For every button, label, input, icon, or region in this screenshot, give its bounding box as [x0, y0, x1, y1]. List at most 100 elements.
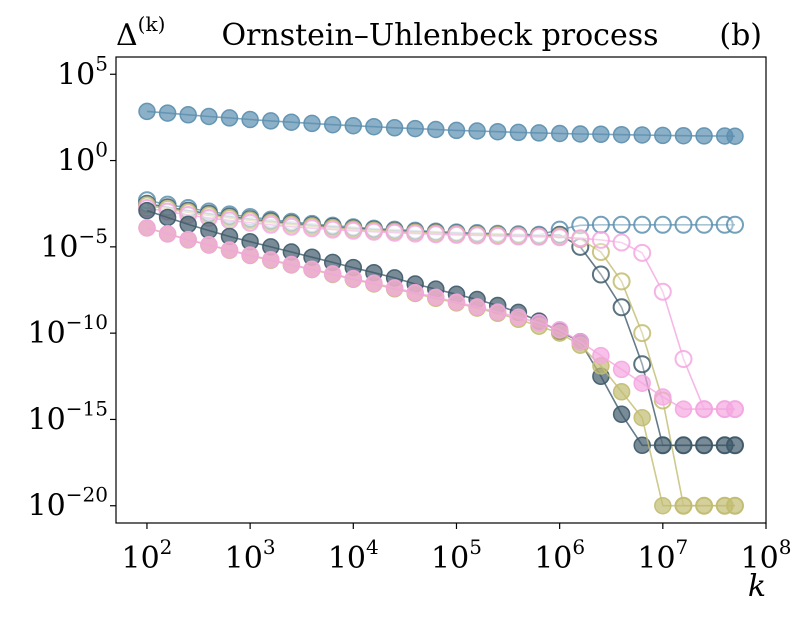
data-point: [468, 122, 486, 140]
data-point: [612, 125, 631, 144]
data-point: [385, 279, 404, 297]
x-tick-base: 10: [225, 541, 263, 576]
data-point: [726, 215, 744, 234]
data-point: [633, 355, 652, 374]
data-point: [654, 388, 672, 406]
data-point: [612, 383, 631, 401]
data-point: [138, 219, 156, 237]
data-point: [674, 496, 693, 515]
y-tick-label: 100: [57, 138, 108, 179]
data-point: [344, 116, 363, 135]
data-point: [612, 272, 631, 291]
data-point: [427, 120, 445, 139]
data-point: [303, 114, 321, 133]
data-point: [550, 320, 569, 339]
data-point: [179, 230, 197, 249]
data-point: [364, 222, 383, 241]
data-point: [653, 215, 672, 234]
data-point: [674, 126, 693, 145]
data-point: [633, 215, 652, 234]
data-point: [323, 115, 342, 134]
data-point: [468, 226, 487, 245]
data-point: [633, 324, 652, 343]
data-point: [530, 124, 548, 142]
series-pink-filled: [138, 219, 744, 418]
data-point: [200, 107, 218, 126]
data-point: [591, 243, 610, 261]
data-point: [633, 126, 651, 144]
data-point: [426, 225, 445, 244]
x-tick-label: 104: [328, 535, 379, 576]
data-point: [591, 265, 610, 284]
x-tick-exponent: 2: [160, 535, 173, 559]
x-tick-label: 103: [225, 535, 276, 576]
data-point: [726, 436, 744, 455]
panel-label: (b): [719, 18, 762, 53]
data-point: [653, 282, 672, 301]
chart-title: Ornstein–Uhlenbeck process: [221, 18, 658, 53]
data-point: [282, 217, 301, 236]
x-tick-exponent: 5: [469, 535, 482, 559]
series-blue-filled: [138, 102, 744, 145]
data-point: [323, 265, 342, 283]
data-point: [158, 104, 177, 122]
data-point: [427, 288, 445, 306]
data-point: [344, 269, 363, 288]
data-point: [406, 283, 424, 302]
data-point: [726, 127, 744, 145]
data-point: [406, 224, 425, 243]
data-point: [179, 215, 197, 234]
data-point: [261, 215, 280, 234]
data-point: [303, 219, 321, 238]
x-axis: 102 103 104 105 106 107 108: [121, 523, 791, 576]
data-point: [220, 109, 239, 127]
data-point: [674, 350, 693, 368]
y-tick-label: 10−5: [40, 224, 108, 265]
x-tick-base: 10: [741, 541, 779, 576]
data-point: [571, 125, 590, 143]
data-point: [282, 255, 301, 274]
x-tick-label: 105: [431, 535, 482, 576]
y-tick-label: 10−20: [28, 483, 108, 524]
data-point: [695, 215, 714, 234]
data-point: [385, 119, 404, 137]
series-line: [146, 204, 735, 507]
data-point: [220, 241, 239, 259]
x-tick-base: 10: [637, 541, 675, 576]
y-axis-label-superscript: (k): [138, 12, 166, 36]
data-point: [695, 400, 713, 418]
data-point: [138, 201, 156, 220]
data-point: [592, 346, 610, 365]
data-point: [200, 236, 218, 254]
data-point: [344, 221, 363, 240]
data-point: [158, 208, 177, 227]
y-tick-exponent: −5: [79, 224, 108, 248]
data-point: [488, 227, 507, 245]
data-point: [591, 230, 610, 249]
data-point: [509, 308, 528, 327]
data-point: [571, 333, 590, 351]
y-tick-label: 10−15: [28, 396, 108, 437]
x-tick-label: 106: [534, 535, 585, 576]
y-tick-base: 10: [40, 230, 78, 265]
data-point: [612, 298, 631, 317]
y-tick-base: 10: [28, 402, 66, 437]
data-point: [220, 211, 239, 230]
data-point: [633, 374, 651, 392]
data-point: [158, 225, 177, 243]
y-tick-exponent: −20: [66, 483, 108, 507]
data-point: [406, 119, 424, 138]
data-point: [241, 246, 259, 264]
data-point: [447, 293, 466, 311]
data-point: [365, 274, 383, 293]
data-point: [592, 125, 610, 144]
data-point: [695, 127, 713, 145]
series-layer: [138, 102, 744, 515]
x-axis-label: k: [748, 569, 766, 604]
data-point: [726, 400, 744, 418]
data-point: [633, 408, 651, 427]
x-tick-label: 107: [637, 535, 688, 576]
data-point: [530, 314, 548, 332]
y-tick-exponent: −15: [66, 396, 108, 420]
